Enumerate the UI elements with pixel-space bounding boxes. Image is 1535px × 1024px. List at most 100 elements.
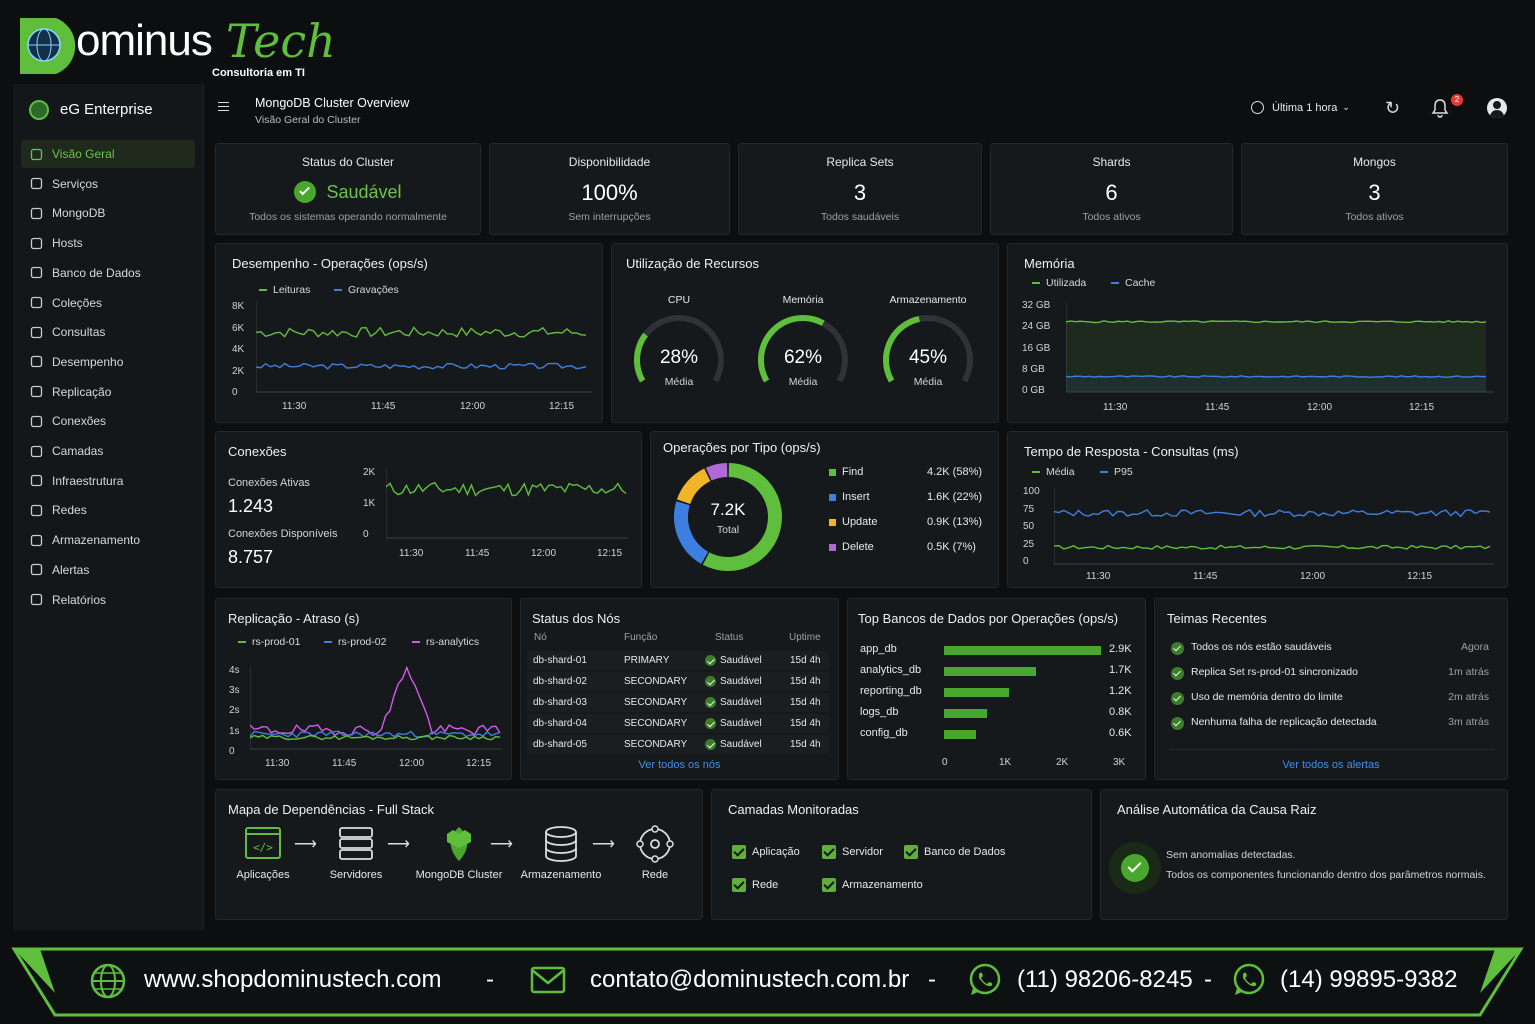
recent-title: Teimas Recentes <box>1167 611 1267 626</box>
sidebar-item-label: Relatórios <box>52 592 107 607</box>
optype-name: Update <box>842 516 878 528</box>
sidebar-item-7[interactable]: Desempenho <box>21 348 195 376</box>
contact-footer <box>0 943 1535 1024</box>
legend-rs-prod-01: rs-prod-01 <box>238 636 300 648</box>
footer-email[interactable]: contato@dominustech.com.br <box>590 966 910 993</box>
rca-card: Análise Automática da Causa Raiz Sem ano… <box>1100 789 1508 920</box>
footer-phone-2[interactable]: (14) 99895-9382 <box>1280 966 1458 993</box>
sidebar-item-14[interactable]: Alertas <box>21 556 195 584</box>
node-name: db-shard-03 <box>533 697 587 708</box>
sidebar-item-1[interactable]: Serviços <box>21 170 195 198</box>
rs-prod-01-line <box>250 734 501 741</box>
legend-rs-prod-02: rs-prod-02 <box>324 636 386 648</box>
sidebar-item-6[interactable]: Consultas <box>21 318 195 346</box>
optype-value: 0.9K (13%) <box>927 516 983 528</box>
x-tick: 1K <box>999 757 1012 768</box>
footer-separator-3: - <box>1204 966 1212 993</box>
db-value: 1.7K <box>1109 664 1132 676</box>
active-connections-value: 1.243 <box>228 496 274 516</box>
sidebar-item-5[interactable]: Coleções <box>21 289 195 317</box>
rca-line-1: Sem anomalias detectadas. <box>1166 849 1296 861</box>
optype-value: 4.2K (58%) <box>927 466 983 478</box>
y-tick: 1K <box>363 498 376 509</box>
layer-checkbox-0[interactable]: Aplicação <box>732 845 800 859</box>
table-row[interactable]: db-shard-04 SECONDARY Saudável 15d 4h <box>527 714 829 733</box>
mongodb-leaf-icon <box>439 824 479 864</box>
avatar[interactable] <box>1487 98 1507 118</box>
view-all-nodes-link[interactable]: Ver todos os nós <box>638 759 721 771</box>
status-ok-icon <box>705 697 716 708</box>
resources-title: Utilização de Recursos <box>626 256 759 271</box>
sidebar-item-11[interactable]: Infraestrutura <box>21 467 195 495</box>
layer-checkbox-3[interactable]: Rede <box>732 878 778 892</box>
sidebar-item-8[interactable]: Replicação <box>21 378 195 406</box>
table-row[interactable]: db-shard-05 SECONDARY Saudável 15d 4h <box>527 735 829 754</box>
sidebar-item-4[interactable]: Banco de Dados <box>21 259 195 287</box>
layer-checkbox-2[interactable]: Banco de Dados <box>904 845 1005 859</box>
y-tick: 0 <box>1023 556 1029 567</box>
column-header: Nó <box>534 632 547 643</box>
table-row[interactable]: db-shard-02 SECONDARY Saudável 15d 4h <box>527 672 829 691</box>
depmap-title: Mapa de Dependências - Full Stack <box>228 802 434 817</box>
layer-label: Rede <box>752 879 779 891</box>
sidebar-item-2[interactable]: MongoDB <box>21 199 195 227</box>
top-header: MongoDB Cluster Overview Visão Geral do … <box>205 84 1523 136</box>
optype-name: Insert <box>842 491 870 503</box>
gauge-1: Memória 62% Média <box>751 294 855 404</box>
menu-icon[interactable] <box>218 102 229 111</box>
time-range-select[interactable]: Última 1 hora ⌄ <box>1251 101 1350 114</box>
db-bar <box>944 688 1009 697</box>
connections-chart <box>386 468 628 539</box>
footer-phone-1[interactable]: (11) 98206-8245 <box>1017 966 1193 993</box>
divider <box>1169 749 1495 750</box>
stat-value: Saudável <box>326 181 402 202</box>
sidebar-item-3[interactable]: Hosts <box>21 229 195 257</box>
footer-website[interactable]: www.shopdominustech.com <box>144 966 442 993</box>
layers-card: Camadas Monitoradas Aplicação Servidor Ban… <box>711 789 1092 920</box>
dep-node-label: Aplicações <box>236 869 290 881</box>
node-status: Saudável <box>720 697 762 708</box>
table-row[interactable]: db-shard-03 SECONDARY Saudável 15d 4h <box>527 693 829 712</box>
column-header: Uptime <box>789 632 821 643</box>
table-row[interactable]: db-shard-01 PRIMARY Saudável 15d 4h <box>527 651 829 670</box>
legend-p95: P95 <box>1100 466 1133 478</box>
cache-line-area <box>1066 375 1486 392</box>
sidebar-item-10[interactable]: Camadas <box>21 437 195 465</box>
stat-value: 6 <box>1105 180 1118 205</box>
topdb-title: Top Bancos de Dados por Operações (ops/s… <box>858 611 1119 626</box>
sidebar-item-label: Banco de Dados <box>52 265 141 280</box>
x-tick: 11:45 <box>1205 402 1230 413</box>
dep-node-label: Rede <box>641 869 669 881</box>
stat-card-4: Mongos 3 Todos ativos <box>1241 143 1508 235</box>
chevron-down-icon: ⌄ <box>1342 102 1350 112</box>
layer-label: Banco de Dados <box>924 846 1006 858</box>
sidebar-item-12[interactable]: Redes <box>21 496 195 524</box>
x-tick: 12:00 <box>460 401 486 412</box>
gauge-2: Armazenamento 45% Média <box>876 294 980 404</box>
refresh-icon[interactable]: ↻ <box>1385 98 1401 118</box>
sidebar-item-label: Serviços <box>52 176 99 191</box>
donut-slice-update <box>676 468 711 505</box>
bell-icon[interactable] <box>1431 98 1449 123</box>
gauge-arc <box>634 315 724 383</box>
connections-title: Conexões <box>228 444 287 459</box>
layer-checkbox-1[interactable]: Servidor <box>822 845 883 859</box>
db-name: reporting_db <box>860 685 922 697</box>
rca-title: Análise Automática da Causa Raiz <box>1117 802 1317 817</box>
replication-chart <box>250 665 502 750</box>
perf-chart <box>256 302 592 393</box>
sidebar-item-9[interactable]: Conexões <box>21 407 195 435</box>
gear-icon <box>29 177 43 191</box>
sidebar-item-0[interactable]: Visão Geral <box>21 140 195 168</box>
depmap-card: Mapa de Dependências - Full Stack </> Apl… <box>215 789 703 920</box>
view-all-alerts-link[interactable]: Ver todos os alertas <box>1282 759 1380 771</box>
page-title: MongoDB Cluster Overview <box>255 96 410 110</box>
available-connections-value: 8.757 <box>228 547 274 567</box>
layer-checkbox-4[interactable]: Armazenamento <box>822 878 923 892</box>
db-name: config_db <box>860 727 908 739</box>
sidebar-item-15[interactable]: Relatórios <box>21 586 195 614</box>
database-icon <box>29 266 43 280</box>
checkbox-checked-icon <box>732 845 746 859</box>
sidebar-item-13[interactable]: Armazenamento <box>21 526 195 554</box>
stat-subtitle: Todos saudáveis <box>820 211 900 223</box>
